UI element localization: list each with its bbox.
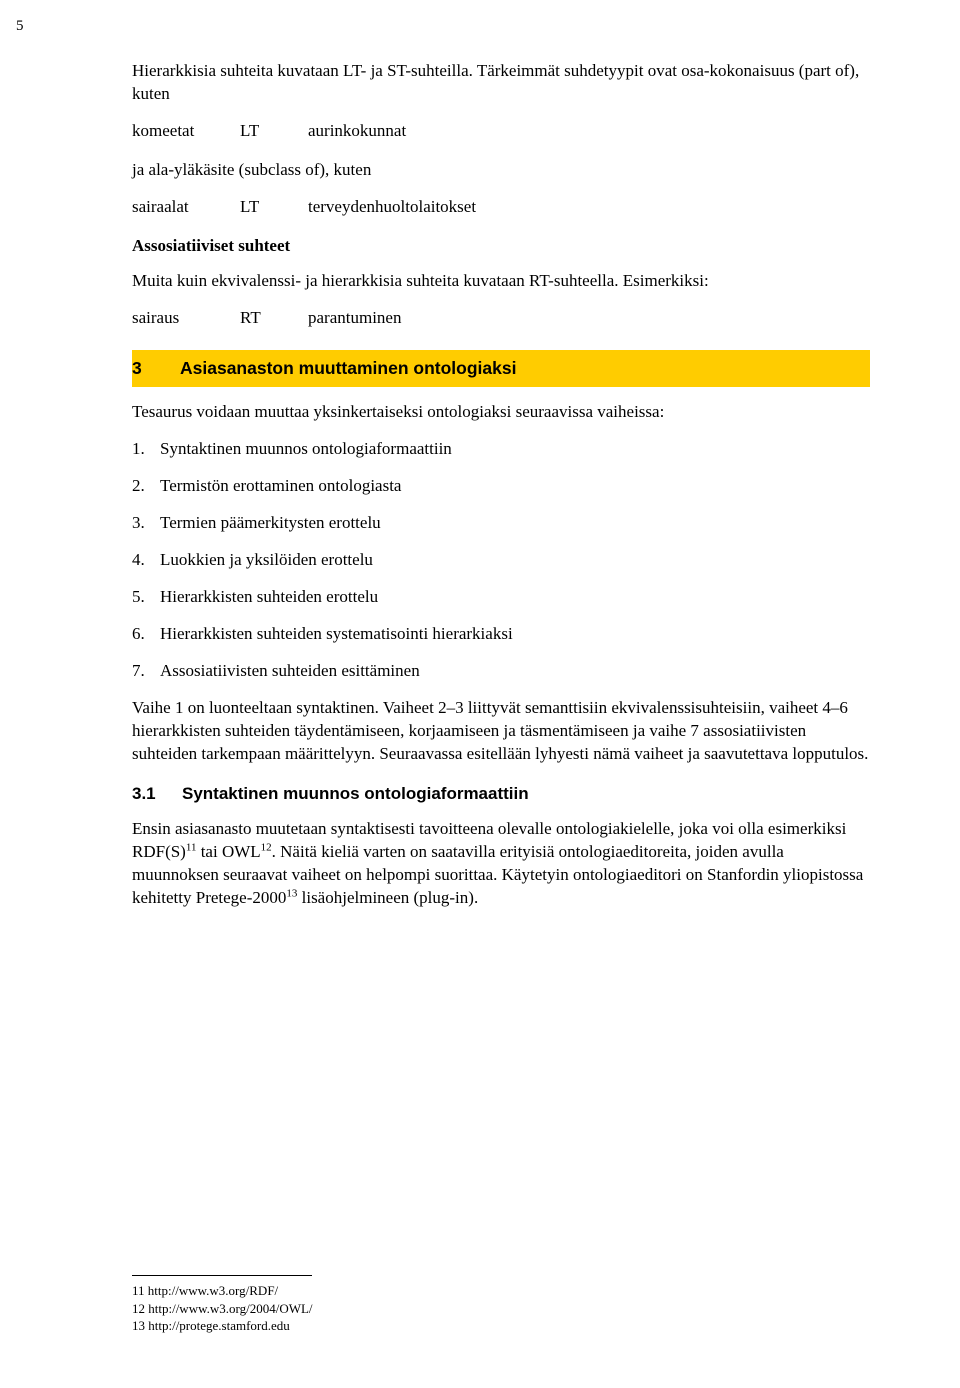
- step-text: Termien päämerkitysten erottelu: [160, 512, 381, 535]
- footnote-ref-12: 12: [261, 842, 272, 854]
- rel3-term-a: sairaus: [132, 307, 216, 330]
- footnote-ref-13: 13: [286, 888, 297, 900]
- footnote-number: 13: [132, 1318, 145, 1333]
- step-number: 1.: [132, 438, 150, 461]
- section-3-title: Asiasanaston muuttaminen ontologiaksi: [180, 357, 516, 381]
- footnote-text: http://www.w3.org/RDF/: [145, 1283, 279, 1298]
- step-item: 3. Termien päämerkitysten erottelu: [132, 512, 870, 535]
- step-text: Hierarkkisten suhteiden erottelu: [160, 586, 378, 609]
- rel3-term-c: parantuminen: [308, 307, 870, 330]
- step-number: 3.: [132, 512, 150, 535]
- page-number: 5: [16, 16, 24, 36]
- step-text: Syntaktinen muunnos ontologiaformaattiin: [160, 438, 452, 461]
- step-text: Luokkien ja yksilöiden erottelu: [160, 549, 373, 572]
- step-number: 5.: [132, 586, 150, 609]
- footnote-text: http://protege.stamford.edu: [145, 1318, 290, 1333]
- step-number: 6.: [132, 623, 150, 646]
- step-item: 1. Syntaktinen muunnos ontologiaformaatti…: [132, 438, 870, 461]
- assoc-heading: Assosiatiiviset suhteet: [132, 235, 870, 258]
- relation-row-2: sairaalat LT terveydenhuoltolaitokset: [132, 194, 870, 221]
- intro-para-2: ja ala-yläkäsite (subclass of), kuten: [132, 159, 870, 182]
- footnote-ref-11: 11: [186, 842, 197, 854]
- step-text: Assosiatiivisten suhteiden esittäminen: [160, 660, 420, 683]
- step-text: Termistön erottaminen ontologiasta: [160, 475, 401, 498]
- footnote-number: 11: [132, 1283, 145, 1298]
- footnote: 13 http://protege.stamford.edu: [132, 1317, 582, 1335]
- section-3-heading: 3 Asiasanaston muuttaminen ontologiaksi: [132, 350, 870, 388]
- step-number: 4.: [132, 549, 150, 572]
- step-number: 7.: [132, 660, 150, 683]
- rel2-term-c: terveydenhuoltolaitokset: [308, 196, 870, 219]
- seg-d: lisäohjelmineen (plug-in).: [297, 888, 478, 907]
- footnote-rule: [132, 1275, 312, 1282]
- footnote-text: http://www.w3.org/2004/OWL/: [145, 1301, 313, 1316]
- step-number: 2.: [132, 475, 150, 498]
- footnote: 11 http://www.w3.org/RDF/: [132, 1282, 582, 1300]
- rel2-code: LT: [240, 196, 284, 219]
- step-text: Hierarkkisten suhteiden systematisointi …: [160, 623, 513, 646]
- relation-row-3: sairaus RT parantuminen: [132, 305, 870, 332]
- rel3-code: RT: [240, 307, 284, 330]
- step-item: 5. Hierarkkisten suhteiden erottelu: [132, 586, 870, 609]
- seg-b: tai OWL: [196, 842, 260, 861]
- footnote: 12 http://www.w3.org/2004/OWL/: [132, 1300, 582, 1318]
- section-31-title: Syntaktinen muunnos ontologiaformaattiin: [182, 783, 529, 806]
- section-3-number: 3: [132, 357, 162, 381]
- section-31-number: 3.1: [132, 783, 168, 806]
- step-item: 7. Assosiatiivisten suhteiden esittäminen: [132, 660, 870, 683]
- footnote-number: 12: [132, 1301, 145, 1316]
- section-31-para: Ensin asiasanasto muutetaan syntaktisest…: [132, 818, 870, 910]
- section-31-heading: 3.1 Syntaktinen muunnos ontologiaformaat…: [132, 783, 870, 806]
- steps-list: 1. Syntaktinen muunnos ontologiaformaatti…: [132, 438, 870, 683]
- step-item: 2. Termistön erottaminen ontologiasta: [132, 475, 870, 498]
- footnotes: 11 http://www.w3.org/RDF/12 http://www.w…: [132, 1282, 582, 1335]
- section-3-para: Vaihe 1 on luonteeltaan syntaktinen. Vai…: [132, 697, 870, 766]
- relation-row-1: komeetat LT aurinkokunnat: [132, 118, 870, 145]
- rel1-term-c: aurinkokunnat: [308, 120, 870, 143]
- intro-para: Hierarkkisia suhteita kuvataan LT- ja ST…: [132, 60, 870, 106]
- step-item: 6. Hierarkkisten suhteiden systematisoint…: [132, 623, 870, 646]
- rel1-term-a: komeetat: [132, 120, 216, 143]
- section-3-intro: Tesaurus voidaan muuttaa yksinkertaiseks…: [132, 401, 870, 424]
- rel1-code: LT: [240, 120, 284, 143]
- step-item: 4. Luokkien ja yksilöiden erottelu: [132, 549, 870, 572]
- assoc-para: Muita kuin ekvivalenssi- ja hierarkkisia…: [132, 270, 870, 293]
- rel2-term-a: sairaalat: [132, 196, 216, 219]
